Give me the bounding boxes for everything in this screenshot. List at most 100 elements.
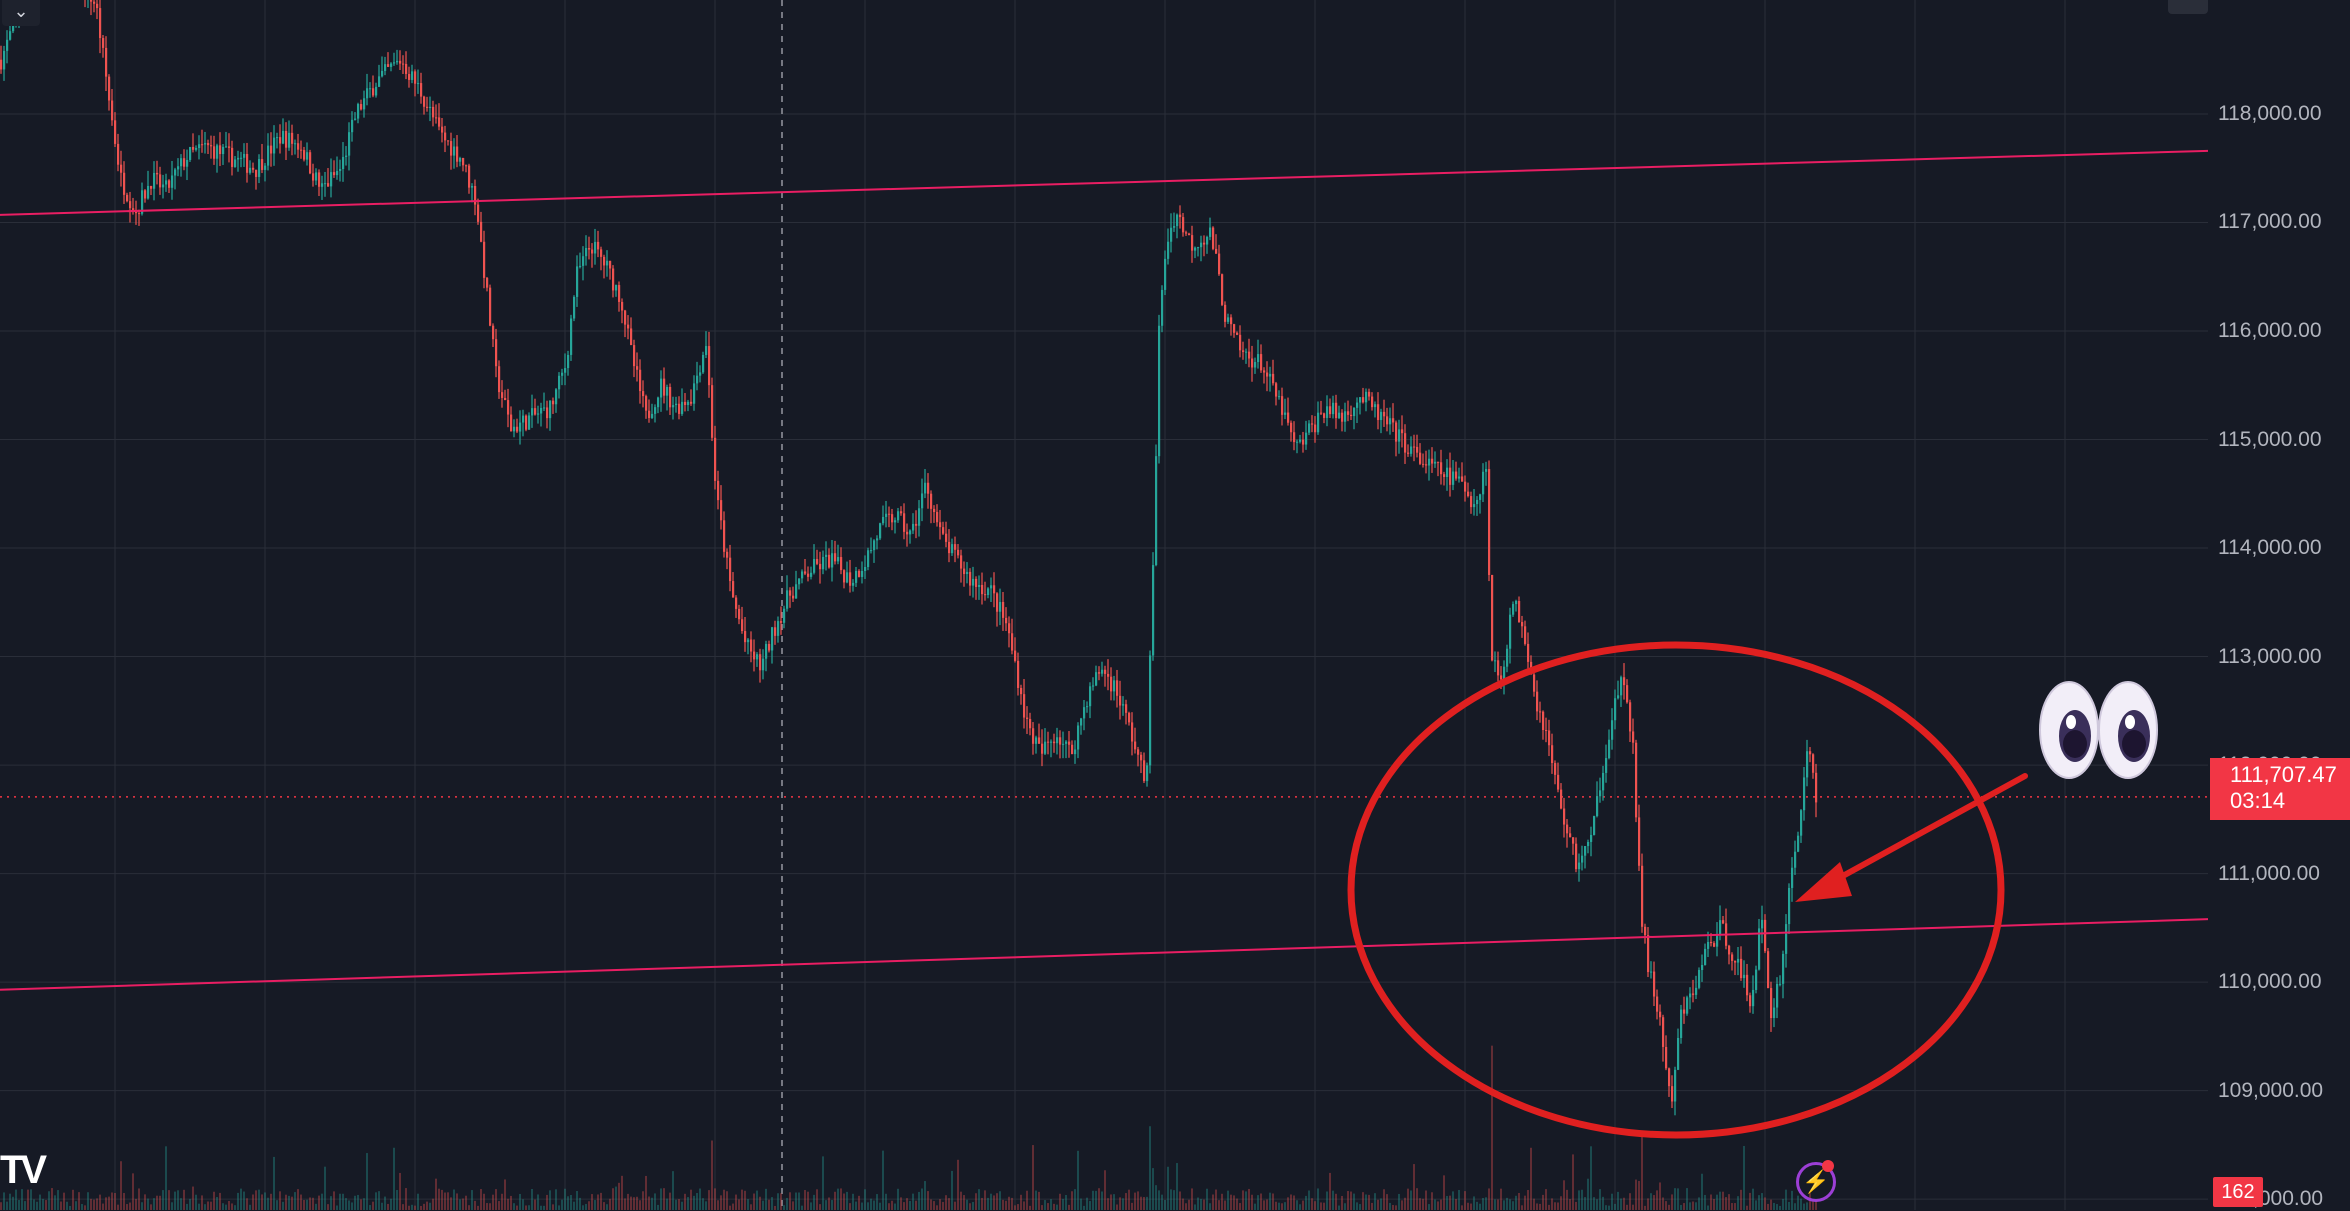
volume-bar xyxy=(1704,1194,1706,1210)
volume-bar xyxy=(1041,1205,1043,1210)
candle-body xyxy=(672,405,675,408)
volume-bar xyxy=(555,1189,557,1210)
volume-bar xyxy=(336,1205,338,1210)
volume-bar xyxy=(1212,1194,1214,1210)
chevron-down-icon[interactable]: ⌄ xyxy=(2,0,40,26)
candle-body xyxy=(408,73,411,80)
candle-body xyxy=(1416,446,1419,453)
candle-body xyxy=(243,153,246,158)
candle-body xyxy=(1194,247,1197,251)
candle-body xyxy=(447,140,450,142)
price-axis[interactable]: 118,000.00 117,000.00 116,000.00 115,000.00… xyxy=(2208,0,2350,1210)
candle-body xyxy=(249,167,252,173)
candle-body xyxy=(771,627,774,651)
volume-bar xyxy=(126,1204,128,1210)
candle-body xyxy=(780,621,783,623)
candle-body xyxy=(861,570,864,577)
volume-bar xyxy=(1557,1202,1559,1210)
candle-body xyxy=(1077,725,1080,750)
volume-bar xyxy=(156,1195,158,1210)
volume-bar xyxy=(1026,1190,1028,1210)
volume-bar xyxy=(1503,1200,1505,1210)
volume-bar xyxy=(837,1188,839,1210)
volume-bar xyxy=(1659,1182,1661,1210)
volume-bar xyxy=(609,1198,611,1210)
volume-bar xyxy=(1269,1192,1271,1210)
candle-body xyxy=(1023,694,1026,718)
volume-bar xyxy=(645,1175,647,1210)
volume-bar xyxy=(840,1188,842,1210)
candle-body xyxy=(156,172,159,175)
volume-bar xyxy=(1119,1197,1121,1210)
volume-bar xyxy=(1776,1204,1778,1210)
candle-body xyxy=(1431,458,1434,464)
candle-body xyxy=(240,157,243,159)
candle-body xyxy=(213,146,216,159)
volume-bar xyxy=(435,1178,437,1210)
volume-bar xyxy=(1425,1190,1427,1210)
candle-body xyxy=(480,221,483,242)
volume-bar xyxy=(1167,1166,1169,1210)
volume-bar xyxy=(765,1188,767,1210)
volume-bar xyxy=(753,1193,755,1210)
volume-bar xyxy=(1656,1190,1658,1210)
volume-bar xyxy=(1689,1202,1691,1210)
candle-body xyxy=(1770,988,1773,1018)
volume-bar xyxy=(720,1195,722,1210)
volume-bar xyxy=(195,1194,197,1210)
volume-bar xyxy=(1044,1200,1046,1210)
candle-body xyxy=(1083,707,1086,719)
volume-bar xyxy=(1299,1204,1301,1210)
volume-bar xyxy=(1056,1204,1058,1210)
volume-bar xyxy=(327,1204,329,1210)
candle-body xyxy=(1752,989,1755,1007)
price-chart[interactable] xyxy=(0,0,2208,1210)
tradingview-logo[interactable]: TV xyxy=(0,1148,47,1192)
volume-bar xyxy=(1074,1189,1076,1210)
volume-bar xyxy=(429,1202,431,1210)
candle-body xyxy=(1137,749,1140,755)
candle-body xyxy=(1215,248,1218,254)
candle-body xyxy=(1200,242,1203,248)
volume-bar xyxy=(858,1195,860,1210)
volume-bar xyxy=(504,1179,506,1210)
candle-body xyxy=(1749,995,1752,1007)
candle-body xyxy=(183,158,186,167)
candle-body xyxy=(1332,402,1335,415)
candle-body xyxy=(1089,686,1092,707)
candle-body xyxy=(1716,934,1719,947)
clock-icon[interactable] xyxy=(2168,0,2208,14)
volume-bar xyxy=(543,1205,545,1210)
trend-lines[interactable] xyxy=(0,149,2208,991)
candle-body xyxy=(591,249,594,254)
volume-bar xyxy=(1566,1189,1568,1210)
volume-bar xyxy=(63,1192,65,1210)
volume-bar xyxy=(1260,1193,1262,1210)
candle-body xyxy=(711,385,714,438)
volume-bar xyxy=(186,1203,188,1210)
volume-bar xyxy=(747,1199,749,1210)
volume-bar xyxy=(639,1200,641,1210)
candle-body xyxy=(525,415,528,430)
candle-body xyxy=(159,174,162,188)
volume-bar xyxy=(1497,1199,1499,1210)
lightning-icon[interactable]: ⚡ xyxy=(1796,1162,1836,1202)
volume-bar xyxy=(1617,1191,1619,1210)
volume-bar xyxy=(399,1172,401,1210)
candle-body xyxy=(1485,469,1488,472)
volume-bar xyxy=(207,1201,209,1210)
candle-body xyxy=(1380,411,1383,421)
candle-body xyxy=(474,185,477,205)
candle-body xyxy=(93,1,96,4)
volume-bar xyxy=(288,1195,290,1210)
candle-body xyxy=(570,318,573,355)
candle-body xyxy=(756,654,759,660)
volume-bar xyxy=(1542,1194,1544,1210)
candle-body xyxy=(1455,471,1458,479)
volume-bar xyxy=(528,1205,530,1210)
candle-body xyxy=(1041,743,1044,754)
volume-bar xyxy=(600,1192,602,1210)
volume-bar xyxy=(1764,1197,1766,1210)
candle-body xyxy=(1254,362,1257,368)
